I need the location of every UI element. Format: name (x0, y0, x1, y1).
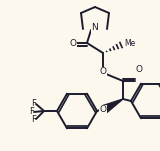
Text: F: F (30, 108, 34, 117)
Text: O: O (69, 40, 76, 48)
Text: O: O (100, 106, 107, 114)
Text: N: N (92, 24, 98, 32)
Text: Me: Me (124, 40, 135, 48)
Polygon shape (103, 99, 123, 112)
Text: O: O (100, 67, 107, 77)
Text: F: F (32, 116, 36, 125)
Text: F: F (32, 98, 36, 108)
Text: O: O (136, 66, 143, 74)
